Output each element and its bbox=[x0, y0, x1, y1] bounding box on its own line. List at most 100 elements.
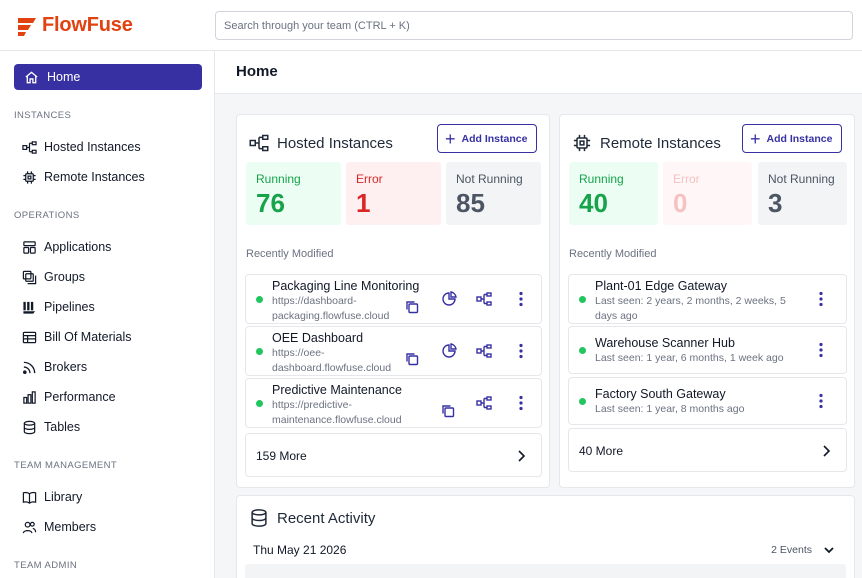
kebab-menu-icon[interactable] bbox=[818, 342, 824, 358]
last-seen-line: Last seen: 2 years, 2 months, 2 weeks, 5 bbox=[595, 295, 786, 307]
chip-icon bbox=[23, 170, 36, 184]
database-icon bbox=[251, 509, 267, 527]
device-row[interactable]: Plant-01 Edge Gateway Last seen: 2 years… bbox=[568, 274, 847, 324]
sidebar-item-applications[interactable]: Applications bbox=[22, 236, 202, 258]
instance-row[interactable]: OEE Dashboard https://oee-dashboard.flow… bbox=[245, 326, 542, 376]
sidebar-item-label: Tables bbox=[44, 420, 81, 434]
stat-label: Not Running bbox=[456, 172, 523, 186]
chip-icon bbox=[573, 134, 591, 152]
sidebar-item-hosted-instances[interactable]: Hosted Instances bbox=[22, 136, 202, 158]
stat-label: Error bbox=[673, 172, 700, 186]
instance-url-line: maintenance.flowfuse.cloud bbox=[272, 414, 402, 426]
activity-event-row[interactable] bbox=[245, 564, 846, 578]
copy-icon[interactable] bbox=[404, 351, 420, 367]
device-last-seen: Last seen: 2 years, 2 months, 2 weeks, 5… bbox=[595, 294, 786, 324]
sidebar-item-bill-of-materials[interactable]: Bill Of Materials bbox=[22, 326, 202, 348]
stat-not-running[interactable]: Not Running 3 bbox=[758, 162, 847, 225]
instance-row[interactable]: Packaging Line Monitoring https://dashbo… bbox=[245, 274, 542, 324]
hosted-instances-icon bbox=[22, 140, 37, 154]
kebab-menu-icon[interactable] bbox=[818, 393, 824, 409]
home-icon bbox=[25, 70, 38, 83]
stat-value: 1 bbox=[356, 188, 371, 218]
sidebar: Home INSTANCES Hosted Instances Remote I… bbox=[0, 51, 215, 578]
status-dot bbox=[256, 400, 263, 407]
sidebar-item-home[interactable]: Home bbox=[14, 64, 202, 90]
device-name: Factory South Gateway bbox=[595, 387, 726, 401]
instance-url[interactable]: https://predictive-maintenance.flowfuse.… bbox=[272, 398, 402, 428]
more-devices-link[interactable]: 40 More bbox=[568, 428, 847, 472]
stat-error[interactable]: Error 0 bbox=[663, 162, 752, 225]
sidebar-item-library[interactable]: Library bbox=[22, 486, 202, 508]
status-dot bbox=[579, 347, 586, 354]
recently-modified-label: Recently Modified bbox=[569, 248, 657, 260]
copy-icon[interactable] bbox=[404, 299, 420, 315]
editor-icon[interactable] bbox=[476, 291, 492, 307]
chevron-down-icon[interactable] bbox=[822, 543, 836, 557]
remote-instances-card: Remote Instances + Add Instance Running … bbox=[559, 114, 855, 488]
stat-value: 3 bbox=[768, 188, 783, 218]
sidebar-item-label: Library bbox=[44, 490, 83, 504]
pipelines-icon bbox=[23, 301, 36, 314]
page-title: Home bbox=[236, 63, 278, 80]
sidebar-item-pipelines[interactable]: Pipelines bbox=[22, 296, 202, 318]
dashboard-icon[interactable] bbox=[441, 291, 457, 307]
device-name: Warehouse Scanner Hub bbox=[595, 336, 735, 350]
status-dot bbox=[256, 348, 263, 355]
status-dot bbox=[579, 296, 586, 303]
sidebar-item-label: Pipelines bbox=[44, 300, 95, 314]
instance-url-line: https://dashboard- bbox=[272, 295, 357, 307]
sidebar-item-brokers[interactable]: Brokers bbox=[22, 356, 202, 378]
card-title-label: Recent Activity bbox=[277, 509, 376, 527]
add-remote-instance-button[interactable]: + Add Instance bbox=[742, 124, 843, 153]
bar-chart-icon bbox=[23, 390, 36, 404]
section-title-team-admin: TEAM ADMIN bbox=[14, 560, 78, 571]
instance-url-line: packaging.flowfuse.cloud bbox=[272, 310, 390, 322]
editor-icon[interactable] bbox=[476, 395, 492, 411]
instance-row[interactable]: Predictive Maintenance https://predictiv… bbox=[245, 378, 542, 428]
device-row[interactable]: Factory South Gateway Last seen: 1 year,… bbox=[568, 377, 847, 425]
editor-icon[interactable] bbox=[476, 343, 492, 359]
kebab-menu-icon[interactable] bbox=[818, 291, 824, 307]
rss-icon bbox=[23, 361, 36, 374]
device-row[interactable]: Warehouse Scanner Hub Last seen: 1 year,… bbox=[568, 326, 847, 374]
sidebar-item-label: Hosted Instances bbox=[44, 140, 141, 154]
sidebar-item-label: Bill Of Materials bbox=[44, 330, 132, 344]
instance-url[interactable]: https://oee-dashboard.flowfuse.cloud bbox=[272, 346, 391, 376]
add-hosted-instance-button[interactable]: + Add Instance bbox=[437, 124, 538, 153]
sidebar-item-performance[interactable]: Performance bbox=[22, 386, 202, 408]
device-last-seen: Last seen: 1 year, 8 months ago bbox=[595, 403, 745, 415]
sidebar-item-tables[interactable]: Tables bbox=[22, 416, 202, 438]
card-title: Hosted Instances bbox=[249, 133, 393, 153]
instance-url[interactable]: https://dashboard-packaging.flowfuse.clo… bbox=[272, 294, 389, 324]
stat-label: Not Running bbox=[768, 172, 835, 186]
instance-url-line: dashboard.flowfuse.cloud bbox=[272, 362, 392, 374]
section-title-instances: INSTANCES bbox=[14, 110, 72, 121]
page-header: Home bbox=[215, 51, 862, 94]
dashboard-icon[interactable] bbox=[441, 343, 457, 359]
top-bar: FlowFuse bbox=[0, 0, 862, 51]
copy-icon[interactable] bbox=[440, 403, 456, 419]
flowfuse-logo[interactable]: FlowFuse bbox=[16, 14, 133, 37]
kebab-menu-icon[interactable] bbox=[518, 395, 524, 411]
stat-error[interactable]: Error 1 bbox=[346, 162, 441, 225]
more-instances-link[interactable]: 159 More bbox=[245, 433, 542, 477]
stat-label: Running bbox=[579, 172, 624, 186]
device-name: Plant-01 Edge Gateway bbox=[595, 279, 728, 293]
stat-running[interactable]: Running 40 bbox=[569, 162, 658, 225]
last-seen-line: days ago bbox=[595, 310, 638, 322]
instance-name: Packaging Line Monitoring bbox=[272, 279, 420, 293]
hosted-instances-card: Hosted Instances + Add Instance Running … bbox=[236, 114, 550, 488]
search-input[interactable] bbox=[215, 11, 853, 40]
stat-running[interactable]: Running 76 bbox=[246, 162, 341, 225]
recent-activity-card: Recent Activity Thu May 21 2026 2 Events bbox=[236, 495, 855, 578]
kebab-menu-icon[interactable] bbox=[518, 343, 524, 359]
applications-icon bbox=[23, 240, 36, 254]
sidebar-item-members[interactable]: Members bbox=[22, 516, 202, 538]
sidebar-item-remote-instances[interactable]: Remote Instances bbox=[22, 166, 202, 188]
activity-event-count: 2 Events bbox=[771, 544, 812, 556]
stat-not-running[interactable]: Not Running 85 bbox=[446, 162, 541, 225]
kebab-menu-icon[interactable] bbox=[518, 291, 524, 307]
recently-modified-label: Recently Modified bbox=[246, 248, 334, 260]
database-icon bbox=[23, 420, 36, 434]
sidebar-item-groups[interactable]: Groups bbox=[22, 266, 202, 288]
